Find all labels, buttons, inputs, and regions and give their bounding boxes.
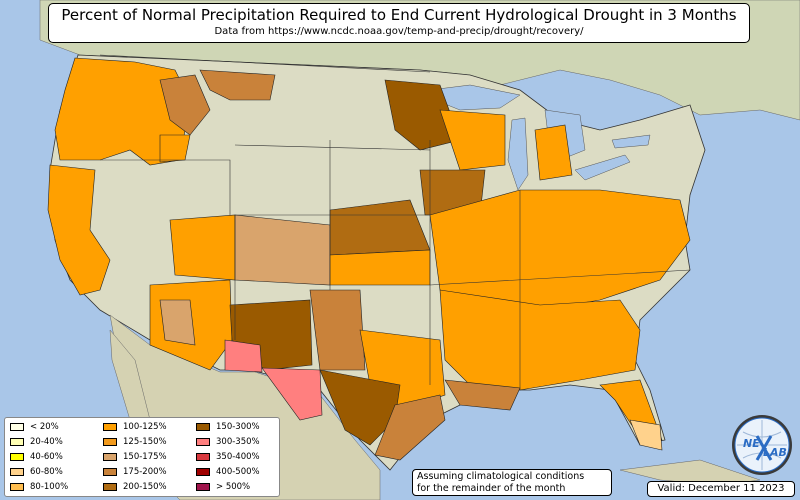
region-florida-south [629,419,663,451]
legend-swatch [10,423,24,431]
region-montana-brown [199,69,276,101]
legend-label: 200-150% [123,482,167,492]
title-box: Percent of Normal Precipitation Required… [48,3,750,43]
region-arizona-tan [159,299,196,346]
legend-item: 150-300% [196,421,260,433]
legend-label: 125-150% [123,437,167,447]
legend-label: 350-400% [216,452,260,462]
region-colorado-tan [234,214,331,286]
legend-label: 175-200% [123,467,167,477]
legend-label: 20-40% [30,437,63,447]
region-idaho-brown [159,74,211,136]
legend-swatch [10,438,24,446]
legend-label: 150-175% [123,452,167,462]
region-wisconsin [439,109,506,171]
logo-text-ne: NE [743,437,760,450]
region-louisiana-brown [444,379,521,411]
boundary-southern-tier [429,269,691,286]
lake-erie [574,154,631,181]
boundary-northern-tier [234,144,431,151]
region-utah-orange [169,214,236,281]
legend-item: 125-150% [103,436,167,448]
legend-item: 60-80% [10,466,63,478]
logo-x-mark [755,435,773,461]
region-california [47,164,111,296]
legend-swatch [103,438,117,446]
nexlab-logo: NE LAB [732,415,792,475]
valid-date: Valid: December 11 2023 [647,481,795,497]
region-southeast [439,289,641,391]
region-texas-south [319,369,401,446]
map-subtitle: Data from https://www.ncdc.noaa.gov/temp… [214,26,584,37]
legend-swatch [10,453,24,461]
legend-swatch [10,483,24,491]
region-kansas-orange [329,249,431,286]
legend-swatch [10,468,24,476]
region-northern-idaho [159,134,191,163]
legend-label: > 500% [216,482,251,492]
region-texas-salmon [261,367,323,421]
legend-label: 150-300% [216,422,260,432]
legend-item: 175-200% [103,466,167,478]
legend-label: < 20% [30,422,59,432]
legend-item: < 20% [10,421,59,433]
legend-swatch [196,423,210,431]
note-line-1: Assuming climatological conditions [417,471,585,482]
region-texas-coast [374,394,446,461]
legend-item: 80-100% [10,481,68,493]
boundary-49th-parallel [99,54,431,73]
legend-item: 200-150% [103,481,167,493]
legend-item: 20-40% [10,436,63,448]
legend-swatch [103,468,117,476]
legend-label: 40-60% [30,452,63,462]
legend-swatch [196,483,210,491]
legend-label: 300-350% [216,437,260,447]
legend-item: 350-400% [196,451,260,463]
legend-label: 80-100% [30,482,69,492]
legend-item: > 500% [196,481,250,493]
legend-swatch [196,468,210,476]
region-texas-brown [309,289,366,371]
legend-swatch [103,483,117,491]
state-boundaries [99,54,691,390]
drought-regions [47,57,691,461]
lake-ontario [611,134,651,149]
legend-item: 400-500% [196,466,260,478]
legend-swatch [196,438,210,446]
lake-michigan [507,117,529,191]
legend-item: 40-60% [10,451,63,463]
note-line-2: for the remainder of the month [417,483,566,494]
region-michigan [534,124,573,181]
map-title: Percent of Normal Precipitation Required… [61,6,737,24]
legend-swatch [103,453,117,461]
legend-item: 150-175% [103,451,167,463]
region-pacific-northwest [54,57,191,166]
assumption-note: Assuming climatological conditions for t… [412,469,612,496]
legend-swatch [103,423,117,431]
region-nm-salmon [224,339,263,373]
legend-item: 100-125% [103,421,167,433]
region-minnesota-brown [384,79,461,151]
boundary-west-central [100,159,231,215]
legend-label: 60-80% [30,467,63,477]
legend-label: 400-500% [216,467,260,477]
legend-item: 300-350% [196,436,260,448]
legend-label: 100-125% [123,422,167,432]
legend: < 20% 20-40% 40-60% 60-80% 80-100% 100-125% 12… [4,417,280,497]
legend-swatch [196,453,210,461]
